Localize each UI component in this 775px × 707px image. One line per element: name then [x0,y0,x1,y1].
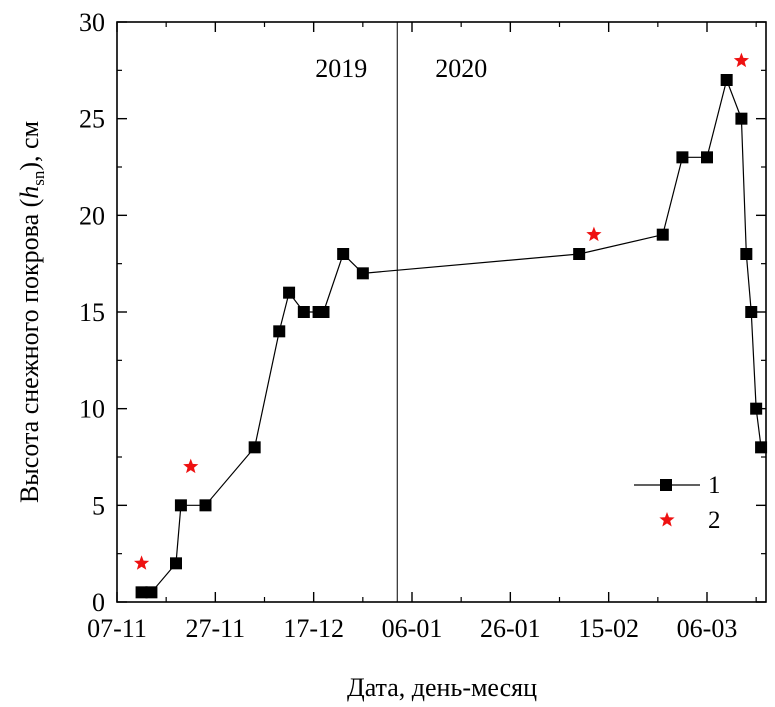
y-tick-label: 20 [79,201,105,230]
series-group [133,52,768,599]
series-1-point [199,499,212,512]
series-1-point [356,267,369,280]
year-label: 2019 [315,54,367,83]
y-axis-label: Высота снежного покрова (hsn), см [15,121,48,503]
y-tick-label: 15 [79,298,105,327]
series-1-point [297,306,310,318]
x-tick-label: 17-12 [283,614,344,643]
series-2-point [733,52,750,68]
y-axis-label-subscript: sn [29,170,48,186]
y-tick-label: 5 [92,491,105,520]
series-1-point [273,325,286,338]
series-1-point [750,402,763,415]
x-tick-label: 07-11 [87,614,147,643]
x-tick-label: 26-01 [480,614,541,643]
y-axis-label-unit: ), см [15,121,44,171]
series-1-point [283,286,296,299]
y-tick-label: 10 [79,395,105,424]
series-1-point [740,248,753,260]
x-tick-label: 27-11 [185,614,245,643]
series-1-point [145,586,158,599]
year-label: 2020 [435,54,487,83]
x-tick-label: 06-01 [382,614,443,643]
x-tick-label: 15-02 [578,614,639,643]
series-1-point [656,228,669,241]
series-1-point [720,74,733,86]
series-1-point [337,248,350,260]
plot-frame [116,21,767,603]
y-tick-label: 0 [92,588,105,617]
series-1-point [174,499,187,512]
y-tick-label: 25 [79,105,105,134]
year-divider-group: 2019 2020 [315,22,487,602]
y-axis-label-main: Высота снежного покрова ( [15,199,44,503]
series-2-point [183,458,199,474]
series-1-point [135,586,148,599]
series-1-point [735,112,748,125]
legend: 1 2 [634,472,721,534]
legend-marker-series-2 [659,512,675,527]
series-1-point [170,557,182,570]
x-axis-label: Дата, день-месяц [347,673,537,702]
y-tick-label: 30 [79,8,105,37]
series-1-point [745,306,758,318]
legend-label-series-1: 1 [708,472,721,499]
legend-marker-series-1 [660,479,672,491]
series-1-point [755,441,768,454]
series-1-point [573,248,586,260]
tick-labels: 0 5 10 15 20 25 30 07-11 27-11 17-12 06-01 26-01 15-… [79,8,737,643]
series-1-point [701,151,713,164]
series-2-point [586,226,602,242]
y-axis-label-symbol: h [15,186,44,199]
series-1-point [676,151,689,164]
axis-ticks [116,21,766,603]
legend-label-series-2: 2 [708,507,721,534]
series-2-point [133,555,150,570]
x-tick-label: 06-03 [677,614,738,643]
series-1-point [248,441,261,454]
series-1-point [317,306,330,318]
